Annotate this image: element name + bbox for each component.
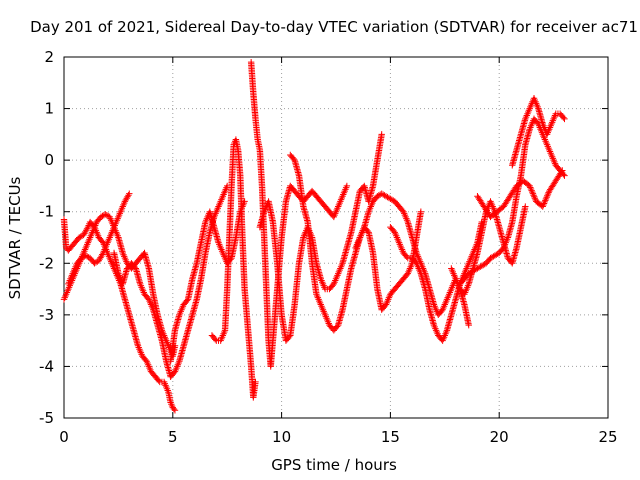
series-s4 [110,182,231,380]
data-point-interp [333,323,341,330]
y-tick-label: -5 [39,409,54,427]
data-point [522,203,529,210]
x-axis-label: GPS time / hours [271,456,397,474]
data-point [417,208,425,215]
data-point-interp [530,192,537,199]
y-tick-label: -2 [39,254,54,272]
data-point-interp [84,253,91,260]
data-point-interp [131,263,138,271]
data-point-interp [540,200,548,207]
data-point-interp [540,201,547,209]
x-tick-label: 10 [272,428,291,446]
data-point-interp [544,190,552,198]
data-point-interp [531,193,538,200]
y-tick-label: -4 [39,357,54,375]
data-point [559,167,566,174]
x-ticks: 0 5 10 15 20 25 [59,57,618,446]
data-point-interp [544,192,551,199]
data-point-interp [560,114,567,121]
data-point-interp [529,190,537,197]
y-ticks: 2 1 0 -1 -2 -3 -4 -5 [39,48,608,427]
data-point [126,190,133,197]
data-point-interp [212,336,219,343]
y-tick-label: 0 [44,151,54,169]
series-s15 [474,167,566,221]
data-point-interp [543,194,550,201]
data-point-interp [125,192,132,199]
data-point-interp [99,251,106,258]
data-point-interp [558,168,565,176]
data-points [60,58,568,414]
y-tick-label: 2 [44,48,54,66]
series-s5 [167,198,248,365]
chart-title: Day 201 of 2021, Sidereal Day-to-day VTE… [30,18,638,36]
series-s1 [60,216,179,414]
y-tick-label: -1 [39,203,54,221]
data-point [561,115,568,123]
series-s14 [509,95,568,169]
series-s6 [208,136,259,401]
x-tick-label: 5 [168,428,178,446]
data-point-interp [170,405,178,413]
data-point-interp [545,189,552,196]
data-point [526,182,533,190]
data-point-interp [286,333,293,340]
data-point-interp [529,188,536,196]
data-point [378,131,385,138]
data-point-interp [531,195,539,202]
data-point [343,182,351,190]
y-tick-label: -3 [39,306,54,324]
y-tick-label: 1 [44,100,54,118]
plot-frame [63,56,609,419]
data-point-interp [103,211,110,219]
data-point-interp [542,195,550,203]
data-point-interp [403,253,410,261]
x-tick-label: 20 [490,428,509,446]
x-tick-label: 0 [59,428,69,446]
data-point-interp [527,185,535,193]
data-point [539,203,546,210]
grid [64,57,608,418]
data-point [171,407,179,414]
data-point-interp [83,225,91,232]
data-point-interp [290,155,297,163]
x-tick-label: 15 [381,428,400,446]
data-point-interp [542,197,549,204]
data-point [561,172,568,179]
x-tick-label: 25 [598,428,617,446]
data-point-interp [541,198,548,206]
series-s8 [256,131,385,344]
series-s7 [247,58,351,370]
series-s3 [65,190,133,288]
data-point-interp [155,377,162,384]
data-point [465,321,472,329]
data-point-interp [183,297,191,304]
y-axis-label: SDTVAR / TECUs [6,176,24,299]
data-point-interp [527,184,534,191]
data-point [252,378,259,386]
data-point-interp [528,187,535,194]
